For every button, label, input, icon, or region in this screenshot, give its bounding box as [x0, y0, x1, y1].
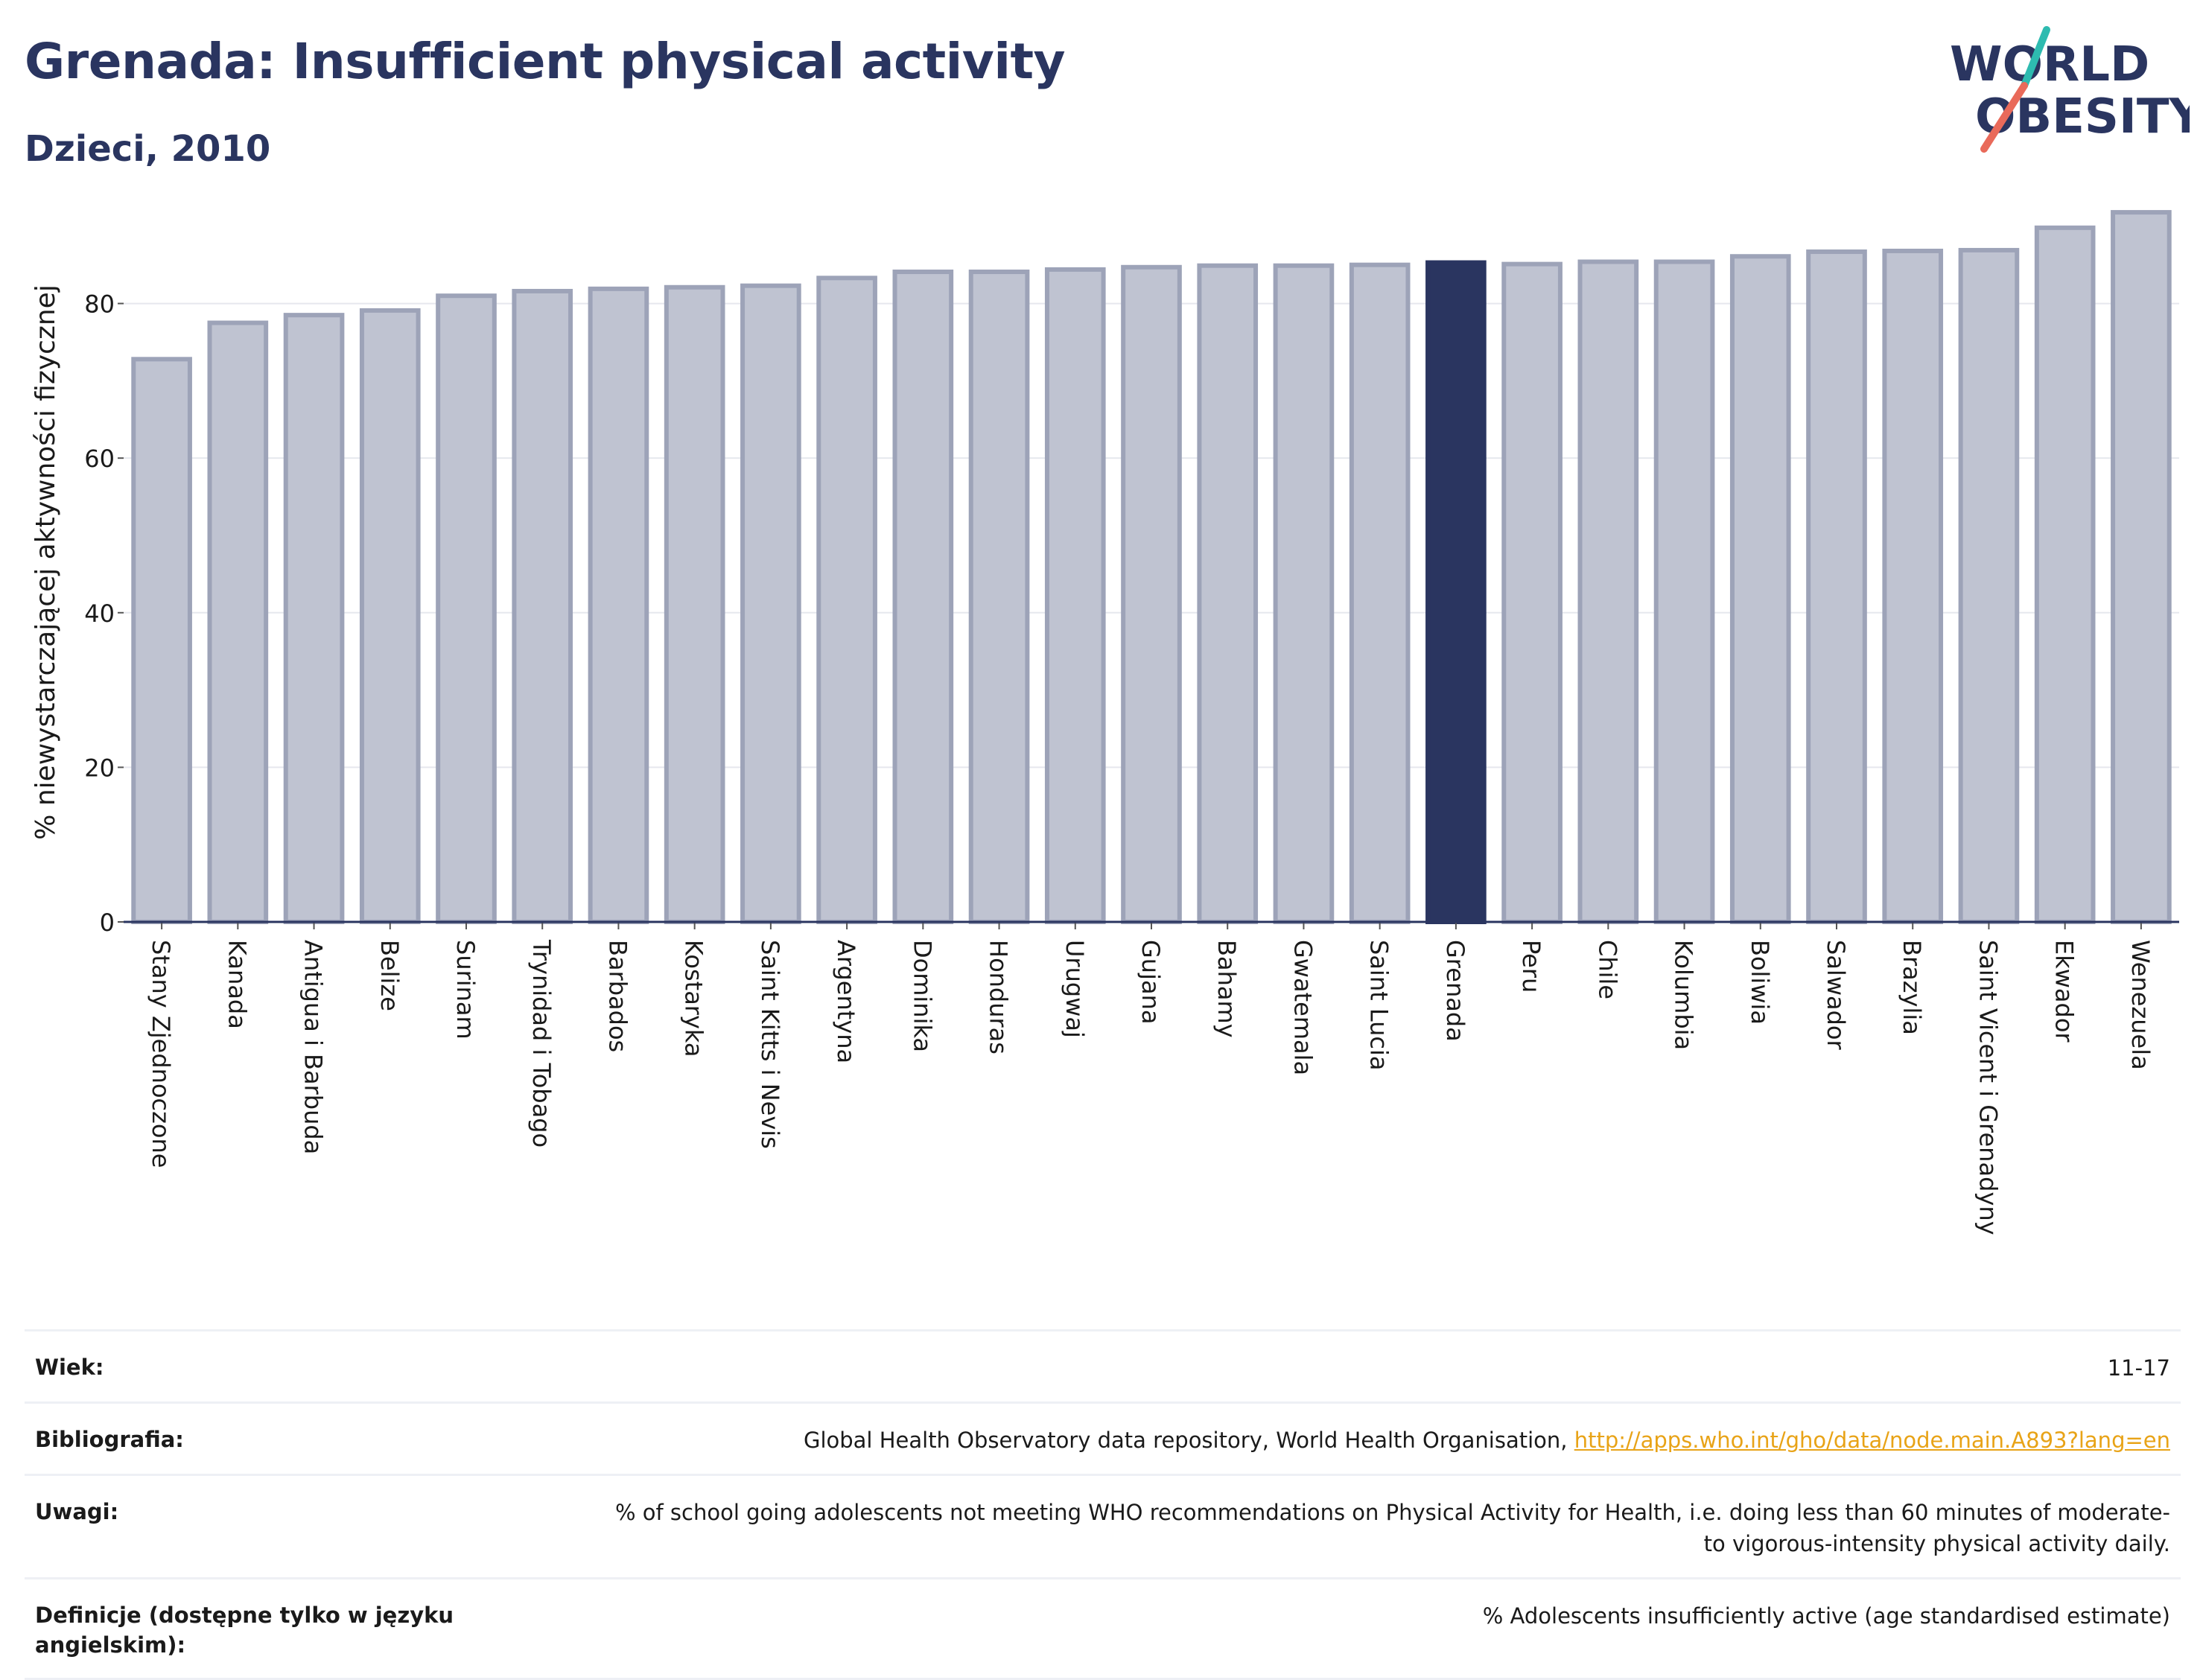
- bar[interactable]: [1729, 254, 1791, 924]
- logo-slash-teal: [2021, 26, 2050, 89]
- bar[interactable]: [1044, 267, 1106, 924]
- bar[interactable]: [664, 284, 725, 924]
- bar[interactable]: [2034, 225, 2096, 924]
- x-tick-label: Salwador: [1822, 940, 1850, 1050]
- page-subtitle: Dzieci, 2010: [25, 128, 271, 170]
- bar[interactable]: [1121, 264, 1182, 924]
- y-tick-label: 60: [84, 445, 115, 473]
- x-tick-label: Gwatemala: [1288, 940, 1317, 1075]
- y-tick-label: 20: [84, 754, 115, 782]
- meta-row-age: Wiek: 11-17: [25, 1329, 2181, 1401]
- y-tick-label: 40: [84, 599, 115, 628]
- x-tick-label: Kanada: [223, 940, 251, 1029]
- meta-value-age: 11-17: [2107, 1355, 2170, 1381]
- bar[interactable]: [359, 308, 421, 925]
- bar[interactable]: [207, 320, 269, 924]
- x-tick-label: Gujana: [1137, 940, 1165, 1024]
- x-tick-label: Saint Lucia: [1365, 940, 1393, 1070]
- x-tick-label: Brazylia: [1898, 940, 1926, 1035]
- x-tick-label: Antigua i Barbuda: [299, 940, 328, 1154]
- metadata-table: Wiek: 11-17 Bibliografia: Global Health …: [25, 1329, 2181, 1680]
- x-tick-label: Urugwaj: [1061, 940, 1089, 1038]
- bar[interactable]: [968, 270, 1030, 924]
- x-tick-label: Grenada: [1441, 940, 1469, 1042]
- x-tick-label: Saint Kitts i Nevis: [756, 940, 784, 1149]
- meta-label-notes: Uwagi:: [35, 1499, 119, 1524]
- bar[interactable]: [283, 313, 345, 924]
- x-tick-label: Peru: [1517, 940, 1545, 993]
- world-obesity-logo[interactable]: WORLD OBESITY: [1936, 22, 2190, 164]
- bar[interactable]: [892, 270, 954, 924]
- bar[interactable]: [1349, 262, 1411, 925]
- meta-value-notes: % of school going adolescents not meetin…: [614, 1500, 2170, 1556]
- bar-chart: 0 20 40 60 80 Stany Zjednoczone Kanada Antigua…: [31, 210, 2179, 1235]
- bibliography-text: Global Health Observatory data repositor…: [803, 1428, 1574, 1453]
- bar[interactable]: [131, 357, 192, 925]
- meta-row-definitions: Definicje (dostępne tylko w języku angie…: [25, 1577, 2181, 1680]
- x-tick-label: Dominika: [908, 940, 936, 1052]
- y-tick-label: 80: [84, 290, 115, 319]
- x-tick-label: Honduras: [985, 940, 1013, 1054]
- page-title: Grenada: Insufficient physical activity: [25, 33, 1066, 90]
- x-tick-label: Saint Vicent i Grenadyny: [1974, 940, 2002, 1235]
- bar[interactable]: [740, 283, 801, 924]
- meta-value-bibliography: Global Health Observatory data repositor…: [512, 1425, 2170, 1456]
- logo-text-world: WORLD: [1950, 37, 2149, 92]
- x-tick-label: Kostaryka: [680, 940, 708, 1057]
- y-tick-label: 0: [100, 909, 115, 937]
- bar[interactable]: [1806, 249, 1867, 924]
- meta-label-definitions: Definicje (dostępne tylko w języku angie…: [35, 1603, 454, 1658]
- meta-row-notes: Uwagi: % of school going adolescents not…: [25, 1474, 2181, 1577]
- x-tick-label: Wenezuela: [2126, 940, 2155, 1070]
- x-tick-label: Chile: [1593, 940, 1621, 999]
- bar[interactable]: [1577, 259, 1639, 924]
- x-tick-label: Argentyna: [832, 940, 860, 1063]
- bar[interactable]: [1653, 259, 1715, 924]
- x-tick-label: Stany Zjednoczone: [147, 940, 175, 1168]
- bar[interactable]: [1501, 261, 1563, 924]
- bar[interactable]: [1882, 248, 1944, 924]
- x-tick-label: Barbados: [603, 940, 632, 1052]
- y-axis: 0 20 40 60 80: [84, 290, 124, 937]
- bar[interactable]: [2111, 210, 2172, 924]
- meta-value-definitions: % Adolescents insufficiently active (age…: [1482, 1603, 2170, 1629]
- x-tick-label: Boliwia: [1746, 940, 1774, 1025]
- bar[interactable]: [436, 293, 497, 925]
- logo-text-obesity: OBESITY: [1975, 89, 2190, 144]
- x-tick-label: Kolumbia: [1670, 940, 1698, 1050]
- bar[interactable]: [1273, 263, 1335, 924]
- x-tick-label: Trynidad i Tobago: [527, 939, 556, 1148]
- bar[interactable]: [588, 286, 649, 924]
- logo-slash-coral: [1980, 82, 2028, 153]
- bar-highlighted[interactable]: [1425, 260, 1487, 925]
- bars: [131, 210, 2172, 925]
- meta-label-bibliography: Bibliografia:: [35, 1427, 184, 1452]
- y-axis-label: % niewystarczającej aktywności fizycznej: [31, 284, 61, 840]
- x-tick-label: Belize: [375, 940, 404, 1011]
- bar[interactable]: [512, 288, 573, 924]
- x-axis: Stany Zjednoczone Kanada Antigua i Barbuda…: [124, 920, 2179, 1235]
- meta-row-bibliography: Bibliografia: Global Health Observatory …: [25, 1401, 2181, 1474]
- x-tick-label: Bahamy: [1212, 940, 1241, 1038]
- x-tick-label: Ekwador: [2050, 940, 2079, 1043]
- bar[interactable]: [1197, 263, 1259, 924]
- bar[interactable]: [1958, 247, 2020, 924]
- meta-label-age: Wiek:: [35, 1355, 104, 1380]
- bibliography-link[interactable]: http://apps.who.int/gho/data/node.main.A…: [1574, 1428, 2170, 1453]
- bar[interactable]: [816, 276, 877, 925]
- x-tick-label: Surinam: [451, 940, 480, 1040]
